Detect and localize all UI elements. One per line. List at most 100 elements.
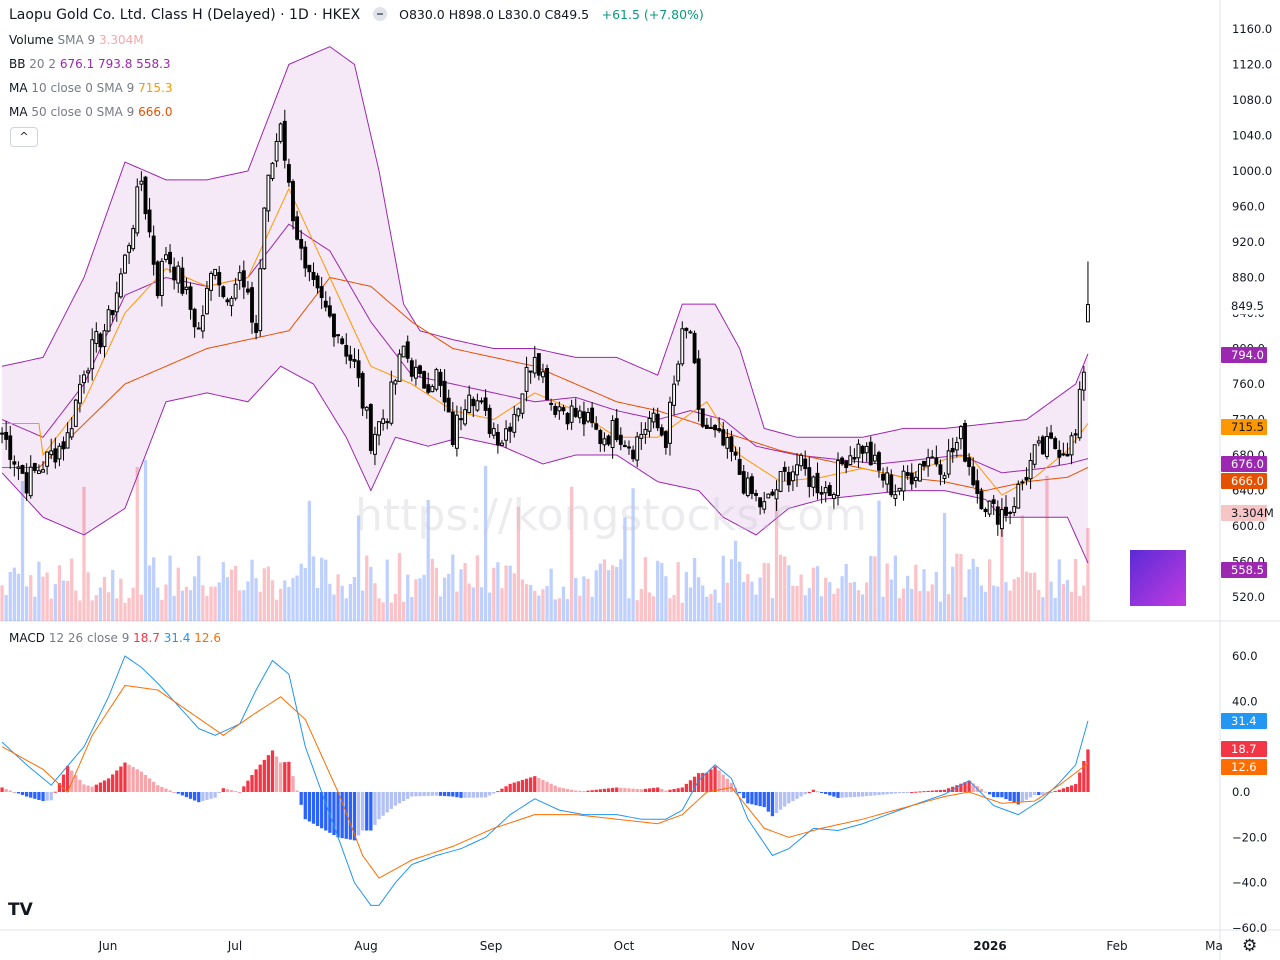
macd-hist-bar bbox=[455, 792, 459, 798]
macd-hist-bar bbox=[45, 792, 49, 801]
candle-body bbox=[1045, 436, 1049, 457]
macd-hist-bar bbox=[152, 781, 156, 792]
ma50-line[interactable] bbox=[2, 276, 1089, 492]
legend-ma50[interactable]: MA 50 close 0 SMA 9 666.0 bbox=[9, 105, 173, 119]
candle-body bbox=[918, 463, 922, 482]
candle-body bbox=[340, 338, 345, 344]
macd-hist-bar bbox=[746, 792, 750, 804]
legend-ma10[interactable]: MA 10 close 0 SMA 9 715.3 bbox=[9, 81, 173, 95]
legend-volume[interactable]: Volume SMA 9 3.304M bbox=[9, 33, 144, 47]
macd-hist-bar bbox=[86, 785, 90, 792]
candle-body bbox=[229, 297, 234, 307]
candle-body bbox=[680, 328, 685, 365]
macd-signal-line[interactable] bbox=[1, 684, 1089, 879]
legend-bollinger[interactable]: BB 20 2 676.1 793.8 558.3 bbox=[9, 57, 171, 71]
candle-body bbox=[373, 433, 377, 455]
macd-hist-bar bbox=[295, 790, 299, 792]
volume-bar bbox=[459, 569, 463, 621]
candle-body bbox=[1036, 440, 1041, 444]
legend-macd[interactable]: MACD 12 26 close 9 18.7 31.4 12.6 bbox=[9, 631, 221, 645]
volume-bar bbox=[983, 591, 988, 621]
macd-hist-bar bbox=[406, 792, 410, 799]
candle-body bbox=[393, 380, 398, 385]
macd-hist-bar bbox=[926, 790, 930, 792]
macd-hist-bar bbox=[361, 792, 365, 831]
candle-body bbox=[434, 369, 439, 390]
macd-line[interactable] bbox=[1, 655, 1089, 906]
candle-body bbox=[668, 401, 672, 444]
candle-body bbox=[1053, 437, 1058, 450]
candle-body bbox=[676, 363, 681, 382]
candle-body bbox=[90, 339, 95, 370]
bollinger-lower-line[interactable] bbox=[1, 365, 1089, 564]
macd-hist-bar bbox=[906, 792, 910, 793]
volume-bar bbox=[987, 559, 992, 621]
macd-hist-bar bbox=[897, 792, 902, 794]
time-axis[interactable]: Jun Jul Aug Sep Oct Nov Dec 2026 Feb Ma bbox=[98, 939, 1223, 953]
macd-hist-bar bbox=[41, 792, 45, 802]
candle-body bbox=[442, 380, 447, 403]
collapse-legend-button[interactable]: ^ bbox=[10, 127, 38, 147]
volume-bar bbox=[1082, 585, 1086, 621]
macd-hist-bar bbox=[844, 792, 848, 798]
bollinger-upper-line[interactable] bbox=[1, 46, 1089, 438]
tradingview-logo[interactable]: TV bbox=[8, 900, 33, 920]
volume-bar bbox=[631, 488, 635, 621]
volume-bar bbox=[299, 563, 303, 621]
macd-hist-bar bbox=[553, 785, 557, 792]
volume-bar bbox=[98, 587, 103, 621]
macd-value-tag: 31.4 bbox=[1221, 713, 1267, 729]
volume-bar bbox=[619, 559, 623, 621]
svg-text:666.0: 666.0 bbox=[1231, 474, 1264, 488]
volume-bar bbox=[29, 575, 33, 621]
symbol-title[interactable]: Laopu Gold Co. Ltd. Class H (Delayed) · … bbox=[9, 7, 361, 23]
volume-bar bbox=[819, 596, 824, 621]
macd-hist-bar bbox=[643, 788, 648, 792]
volume-bar bbox=[672, 594, 676, 621]
macd-hist-bar bbox=[49, 792, 53, 801]
volume-bar bbox=[45, 572, 49, 621]
volume-bar bbox=[217, 582, 221, 621]
macd-hist-bar bbox=[385, 792, 389, 813]
macd-hist-bar bbox=[586, 790, 590, 792]
candle-body bbox=[282, 120, 287, 161]
volume-bar bbox=[53, 584, 57, 621]
candle-body bbox=[852, 457, 857, 460]
volume-bar bbox=[119, 578, 123, 621]
macd-hist-bar bbox=[475, 792, 480, 798]
settings-gear-icon[interactable]: ⚙ bbox=[1242, 936, 1258, 956]
volume-bar bbox=[1012, 579, 1016, 621]
volume-bar bbox=[20, 481, 25, 621]
candle-body bbox=[94, 331, 99, 344]
candle-body bbox=[131, 228, 136, 250]
market-status-icon bbox=[372, 7, 387, 21]
macd-hist-bar bbox=[479, 792, 484, 798]
volume-bar bbox=[49, 598, 53, 621]
candle-body bbox=[1073, 433, 1078, 436]
volume-bar bbox=[754, 594, 758, 621]
candle-body bbox=[250, 287, 254, 323]
volume-bar bbox=[344, 598, 348, 621]
candle-body bbox=[586, 412, 590, 422]
macd-hist-bar bbox=[717, 770, 721, 792]
volume-bar bbox=[0, 585, 4, 621]
macd-hist-bar bbox=[955, 785, 959, 792]
macd-axis[interactable]: 60.040.020.00.0−20.0−40.0−60.0 bbox=[1232, 649, 1267, 935]
svg-text:31.4: 31.4 bbox=[1231, 714, 1257, 728]
macd-hist-bar bbox=[106, 778, 111, 792]
volume-bar bbox=[33, 596, 37, 621]
volume-bar bbox=[565, 599, 570, 621]
volume-bar bbox=[1041, 597, 1045, 621]
svg-text:849.5: 849.5 bbox=[1231, 299, 1264, 313]
candle-body bbox=[164, 254, 168, 260]
candle-body bbox=[926, 457, 931, 467]
candles[interactable] bbox=[0, 109, 1090, 537]
volume-bar bbox=[610, 565, 615, 621]
macd-hist-bar bbox=[959, 783, 963, 792]
candle-body bbox=[1016, 483, 1021, 509]
candle-body bbox=[123, 254, 127, 274]
candle-body bbox=[881, 473, 885, 481]
macd-hist-bar bbox=[365, 792, 369, 831]
macd-hist-bar bbox=[815, 791, 820, 793]
